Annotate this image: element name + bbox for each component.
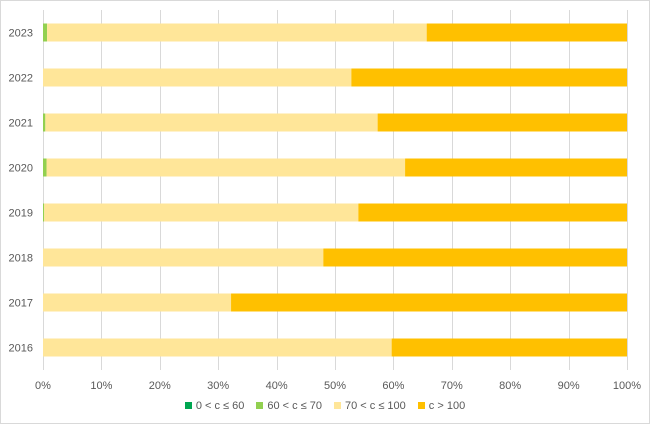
bar-2021-series-2 — [45, 113, 378, 132]
y-tick-label-2023: 2023 — [9, 28, 33, 40]
x-tick-label-7: 70% — [441, 380, 463, 392]
legend-item-1: 60 < c ≤ 70 — [256, 400, 322, 412]
bar-2020-series-3 — [405, 158, 627, 177]
bar-2016-series-3 — [391, 338, 627, 357]
legend-swatch-2 — [334, 402, 342, 409]
bar-2019-series-1 — [43, 203, 45, 222]
x-tick-label-6: 60% — [382, 380, 404, 392]
x-tick-label-8: 80% — [499, 380, 521, 392]
bar-2023-series-1 — [43, 23, 48, 42]
bar-2022-series-2 — [43, 68, 352, 87]
x-tick-label-4: 40% — [266, 380, 288, 392]
x-tick-label-10: 100% — [613, 380, 641, 392]
x-tick-label-1: 10% — [90, 380, 112, 392]
bar-2017-series-2 — [43, 293, 232, 312]
legend-label-0: 0 < c ≤ 60 — [195, 400, 245, 412]
legend: 0 < c ≤ 60 60 < c ≤ 70 70 < c ≤ 100 c > 100 — [1, 400, 649, 412]
legend-swatch-3 — [417, 402, 425, 409]
x-tick-label-5: 50% — [324, 380, 346, 392]
bar-2018-series-2 — [43, 248, 324, 267]
y-tick-label-2022: 2022 — [9, 73, 33, 85]
x-tick-label-2: 20% — [149, 380, 171, 392]
bar-2021-series-3 — [377, 113, 627, 132]
bar-2016-series-2 — [43, 338, 392, 357]
y-tick-label-2021: 2021 — [9, 118, 33, 130]
bar-2020-series-2 — [46, 158, 406, 177]
bar-2017-series-3 — [231, 293, 627, 312]
x-tick-label-3: 30% — [207, 380, 229, 392]
x-tick-label-0: 0% — [35, 380, 51, 392]
bar-2020-series-1 — [43, 158, 47, 177]
y-tick-label-2017: 2017 — [9, 298, 33, 310]
y-tick-label-2020: 2020 — [9, 163, 33, 175]
legend-item-0: 0 < c ≤ 60 — [184, 400, 245, 412]
bar-2019-series-2 — [44, 203, 359, 222]
legend-swatch-0 — [184, 402, 192, 409]
bar-2022-series-3 — [351, 68, 627, 87]
legend-swatch-1 — [256, 402, 264, 409]
bar-2018-series-3 — [323, 248, 627, 267]
bar-2019-series-3 — [358, 203, 627, 222]
y-tick-label-2019: 2019 — [9, 208, 33, 220]
legend-item-2: 70 < c ≤ 100 — [334, 400, 406, 412]
bar-2023-series-3 — [426, 23, 627, 42]
legend-label-3: c > 100 — [428, 400, 466, 412]
bar-2021-series-1 — [43, 113, 46, 132]
y-tick-label-2016: 2016 — [9, 343, 33, 355]
legend-label-1: 60 < c ≤ 70 — [267, 400, 323, 412]
stacked-bar-chart: 2023 2022 2021 2020 2019 2018 2017 2016 0% 10% 20%… — [9, 10, 641, 392]
legend-label-2: 70 < c ≤ 100 — [345, 400, 406, 412]
bar-2023-series-2 — [47, 23, 427, 42]
y-tick-label-2018: 2018 — [9, 253, 33, 265]
x-tick-label-9: 90% — [558, 380, 580, 392]
legend-item-3: c > 100 — [417, 400, 466, 412]
